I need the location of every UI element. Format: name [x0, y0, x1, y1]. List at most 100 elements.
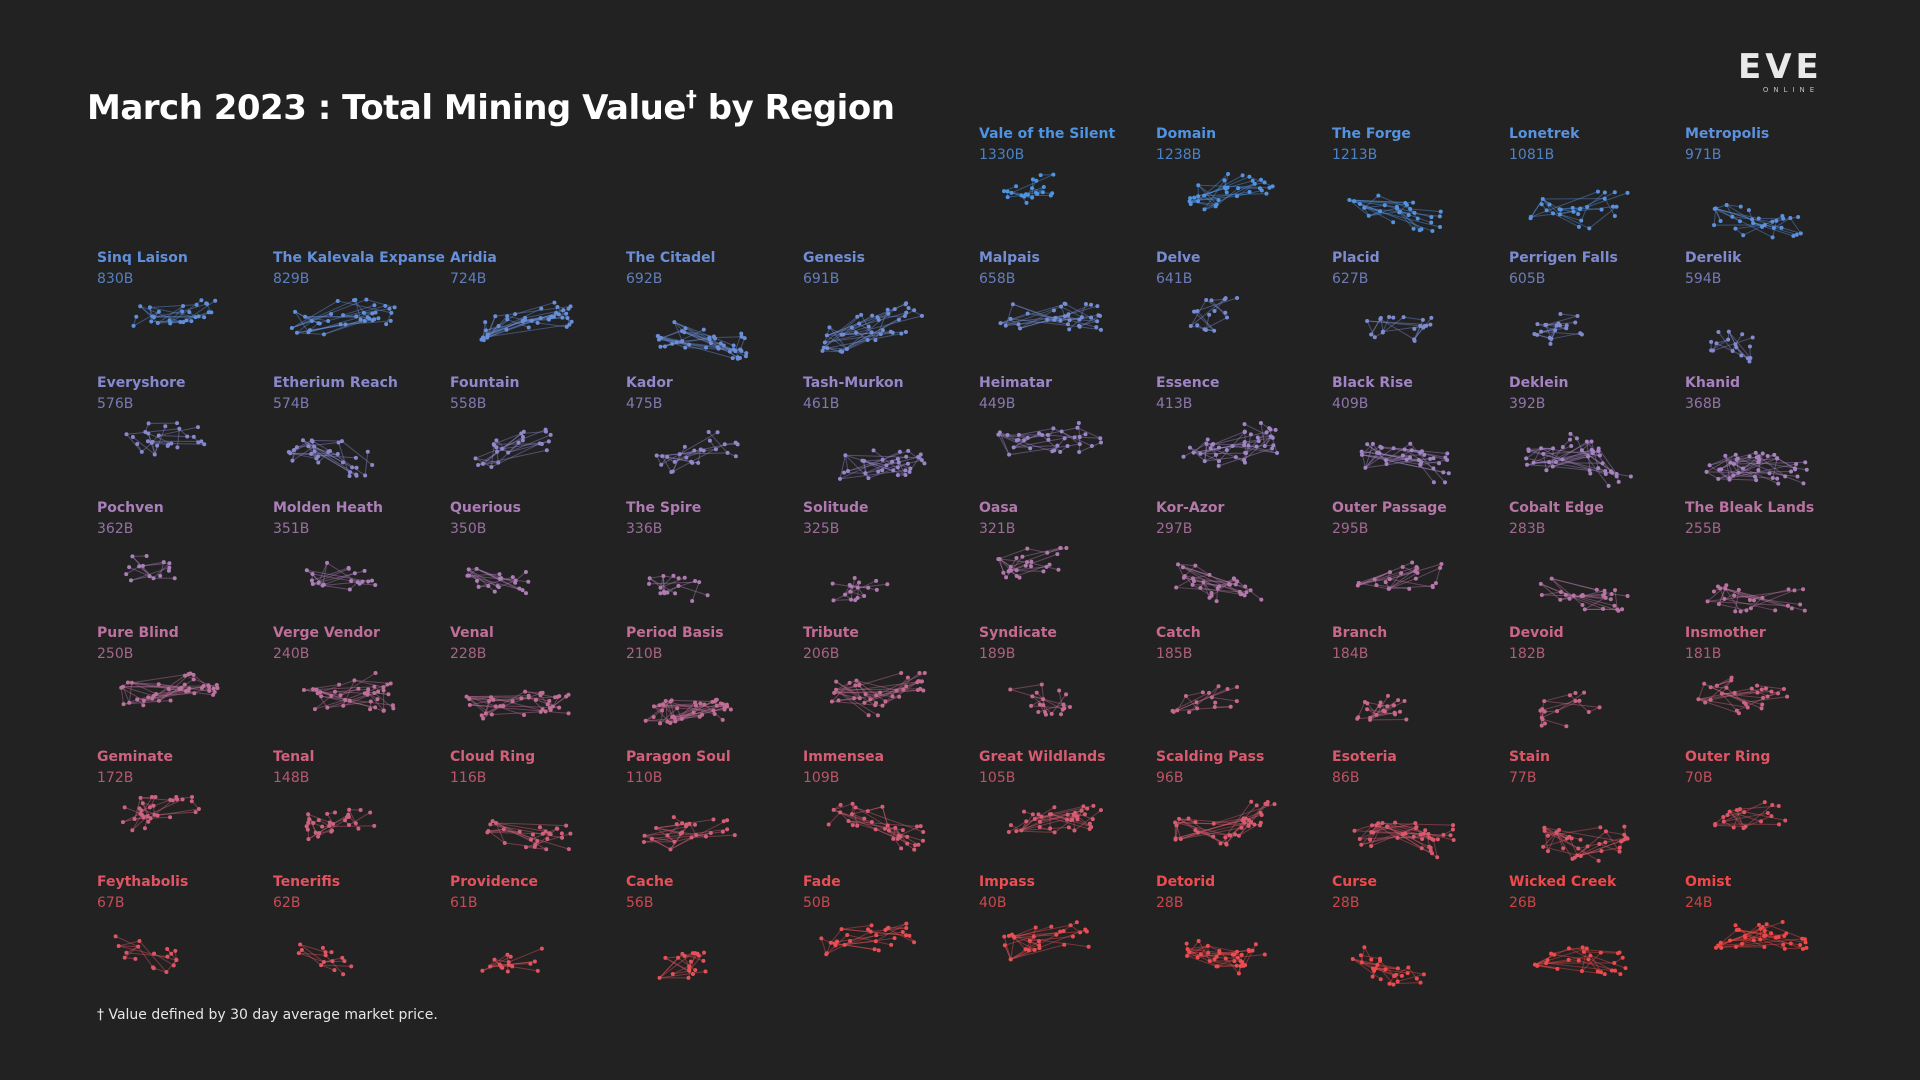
region-map-system	[662, 591, 667, 596]
region-map-link	[1776, 457, 1796, 469]
region-value: 210B	[626, 646, 663, 662]
region-map-system	[354, 465, 359, 470]
region-map-link	[1012, 303, 1061, 321]
region-map-system	[679, 716, 684, 721]
region-map-link	[1718, 472, 1739, 480]
region-map-link	[528, 697, 550, 702]
region-map-link	[1210, 447, 1245, 461]
region-map-system	[544, 448, 549, 453]
region-map-system	[1760, 451, 1765, 456]
region-map	[1174, 562, 1264, 604]
region-map-system	[349, 964, 354, 969]
region-map-system	[1030, 812, 1035, 817]
region-map-system	[922, 671, 927, 675]
region-map-system	[661, 573, 666, 578]
region-map-system	[1708, 685, 1713, 690]
region-map-system	[1585, 205, 1590, 210]
region-map-link	[325, 954, 344, 975]
region-map-system	[1751, 221, 1756, 226]
region-map-system	[1077, 442, 1082, 447]
region-map-system	[1622, 832, 1627, 837]
region-map-link	[997, 558, 1007, 578]
region-map-system	[1738, 609, 1743, 614]
region-map-link	[469, 698, 513, 702]
region-map-system	[905, 675, 910, 680]
region-map-system	[199, 298, 204, 303]
region-map-system	[1718, 218, 1723, 223]
region-map-system	[715, 345, 720, 350]
region-map-link	[1361, 454, 1421, 465]
region-map-link	[1189, 180, 1253, 199]
region-map-link	[122, 686, 154, 697]
region-cell: Deklein 392B	[1509, 375, 1679, 493]
region-map-system	[1731, 825, 1736, 830]
region-map-system	[1796, 214, 1801, 219]
region-map-link	[833, 803, 853, 811]
region-map-system	[526, 325, 531, 330]
region-map-link	[482, 705, 501, 719]
region-map-link	[1051, 694, 1067, 715]
region-map-system	[1553, 328, 1558, 333]
region-map-system	[1770, 235, 1775, 240]
region-map-link	[658, 335, 690, 346]
region-map-link	[1193, 445, 1233, 454]
region-map-link	[298, 952, 325, 963]
region-map-system	[854, 678, 859, 683]
region-map-link	[663, 575, 679, 579]
region-map-link	[677, 957, 696, 971]
region-name: Solitude	[803, 500, 869, 516]
region-map-system	[904, 310, 909, 315]
region-map-system	[169, 951, 174, 956]
region-map	[1008, 682, 1072, 717]
region-map-link	[667, 585, 679, 594]
region-map-link	[495, 822, 506, 844]
region-map-link	[908, 307, 923, 317]
region-map-links	[1697, 677, 1788, 714]
region-map-system	[1001, 570, 1006, 575]
region-map-system	[895, 836, 900, 841]
region-map-system	[1582, 607, 1587, 612]
region-map-system	[687, 342, 692, 347]
region-map-link	[1541, 700, 1580, 719]
region-map-system	[918, 686, 923, 691]
region-map-system	[306, 444, 311, 449]
region-map-system	[483, 320, 488, 325]
region-map-system	[1397, 209, 1402, 214]
region-map-system	[871, 448, 876, 453]
region-map-link	[130, 575, 150, 581]
region-map-system	[1359, 452, 1364, 457]
region-map-system	[1788, 941, 1793, 946]
region-map-system	[340, 460, 345, 465]
region-map-link	[343, 314, 357, 317]
region-map-link	[1204, 317, 1228, 330]
region-map-system	[1525, 462, 1530, 467]
region-map-link	[485, 325, 499, 331]
region-map-system	[1370, 823, 1375, 828]
region-map-link	[354, 299, 362, 320]
region-map-system	[895, 456, 900, 461]
region-map-link	[840, 309, 915, 352]
region-map	[1705, 583, 1807, 614]
region-map-system	[1413, 826, 1418, 831]
region-map-system	[1594, 587, 1599, 592]
region-map-link	[998, 434, 1018, 441]
region-map-system	[1177, 816, 1182, 821]
region-map-system	[1385, 824, 1390, 829]
region-map-link	[1775, 937, 1806, 943]
region-map-link	[340, 688, 359, 696]
region-map-link	[1379, 452, 1422, 463]
title-suffix: by Region	[707, 88, 895, 128]
region-map-system	[1077, 317, 1082, 322]
region-map-system	[1743, 824, 1748, 829]
region-map-system	[555, 826, 560, 831]
region-map-link	[676, 341, 733, 359]
region-map-system	[848, 938, 853, 943]
region-map-system	[880, 328, 885, 333]
region-name: Wicked Creek	[1509, 874, 1617, 890]
region-map-link	[1352, 958, 1382, 980]
region-map-system	[690, 971, 695, 976]
region-map-link	[1411, 449, 1448, 461]
region-map-system	[1264, 191, 1269, 196]
region-map-link	[1707, 584, 1727, 602]
region-map-system	[1407, 455, 1412, 460]
